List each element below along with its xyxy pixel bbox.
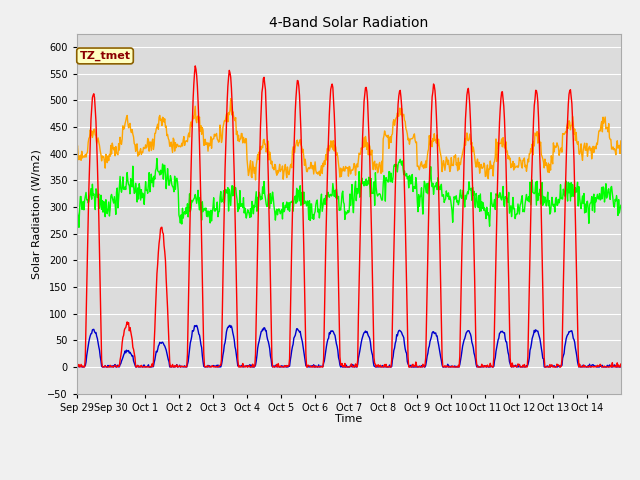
SWin [437,282,445,288]
LWout [406,137,414,143]
LWin [138,187,145,192]
LWin [73,204,81,209]
SWin [74,364,81,370]
LWout [237,131,245,136]
SWout [237,362,245,368]
LWin [617,203,625,208]
LWin [406,175,414,180]
LWout [437,152,445,157]
SWin [238,364,246,370]
SWin [138,362,145,368]
X-axis label: Time: Time [335,414,362,424]
LWin [437,185,445,191]
LWout [137,146,145,152]
Line: LWin: LWin [77,158,621,228]
SWout [617,364,625,370]
SWout [137,364,145,370]
LWout [252,177,259,183]
SWin [617,361,625,367]
SWout [406,364,413,370]
LWout [285,168,293,174]
LWout [73,147,81,153]
SWout [264,339,272,345]
LWin [265,191,273,197]
Y-axis label: Solar Radiation (W/m2): Solar Radiation (W/m2) [32,149,42,278]
SWout [285,363,292,369]
LWin [238,201,246,206]
LWin [285,208,293,214]
SWin [191,63,199,69]
SWin [285,356,293,361]
LWout [265,157,273,163]
LWin [153,156,161,161]
SWin [406,364,414,370]
Legend: SWin, SWout, LWin, LWout: SWin, SWout, LWin, LWout [211,477,486,480]
SWout [193,323,200,328]
SWin [73,363,81,369]
Line: SWin: SWin [77,66,621,367]
SWin [265,210,273,216]
SWout [73,364,81,370]
SWout [436,349,444,355]
Text: TZ_tmet: TZ_tmet [79,51,131,61]
LWout [617,138,625,144]
Title: 4-Band Solar Radiation: 4-Band Solar Radiation [269,16,428,30]
LWout [227,96,234,102]
Line: LWout: LWout [77,99,621,180]
Line: SWout: SWout [77,325,621,367]
LWin [75,225,83,230]
